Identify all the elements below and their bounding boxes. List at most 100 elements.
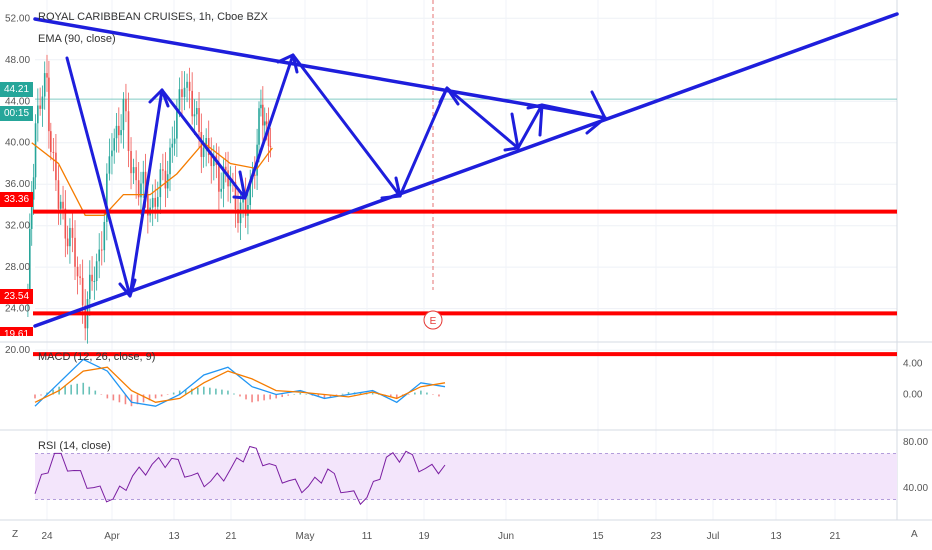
time-tick-label: 21 [225,531,237,542]
candle-body [111,150,113,157]
candle-body [269,145,272,147]
event-marker[interactable]: E [423,310,443,330]
macd-histogram-bar [269,394,271,400]
candle-body [62,201,64,209]
macd-histogram-bar [112,394,115,401]
macd-histogram-bar [82,382,85,395]
macd-histogram-bar [100,394,103,395]
candle-body [64,208,67,239]
macd-histogram-bar [94,390,97,395]
macd-histogram-bar [221,389,223,395]
candle-body [171,143,174,148]
candle-body [218,164,220,192]
candle-body [118,125,120,136]
candle-body [154,197,157,207]
time-tick-label: 21 [829,531,841,542]
symbol-title[interactable]: ROYAL CARIBBEAN CRUISES, 1h, Cboe BZX [38,11,268,23]
candle-body [267,124,270,146]
candle-body [258,108,260,145]
candle-body [34,123,37,178]
auto-scale-button[interactable]: A [911,529,918,540]
macd-legend[interactable]: MACD (12, 26, close, 9) [38,351,156,363]
macd-histogram-bar [34,394,36,399]
price-tick-label: 40.00 [5,138,30,149]
macd-histogram-bar [52,389,54,395]
candle-body [76,266,79,277]
wave-arrow-segment [243,53,295,200]
candle-body [205,138,207,148]
price-tick-label: 32.00 [5,221,30,232]
ema-line-group [31,141,273,216]
ema-line [31,141,273,216]
ema-legend[interactable]: EMA (90, close) [38,33,116,45]
macd-histogram-bar [341,393,344,395]
wave-arrow-segment [516,103,544,150]
rsi-tick-label: 80.00 [903,437,928,448]
level-tag-middle: 23.54 [0,289,33,304]
rsi-pane [34,445,897,506]
level-tag-lower: 19.61 [0,327,33,336]
rsi-band [35,453,897,500]
macd-histogram-bar [389,394,392,398]
arrow-head [276,53,299,74]
candle-body [193,114,196,117]
macd-histogram-bar [142,394,145,403]
candle-body [169,147,171,175]
candle-body [188,81,191,91]
time-axis[interactable]: 24 Apr 13 21 May 11 19 Jun 15 23 Jul 13 21 [41,531,841,542]
macd-histogram-bar [227,390,229,395]
macd-histogram-bar [209,387,211,395]
macd-histogram-bar [215,388,217,395]
candle-body [135,167,137,181]
timezone-button[interactable]: Z [12,529,19,540]
candle-body [229,180,232,187]
candle-body [37,105,39,124]
macd-histogram-bar [124,394,127,405]
macd-histogram-bar [438,394,440,397]
price-axis[interactable]: 52.00 48.00 44.00 40.00 36.00 32.00 28.00 24.00… [5,13,928,494]
candle-body [93,281,96,283]
macd-histogram-bar [275,394,277,399]
earnings-event-icon [423,310,443,330]
macd-histogram-bar [426,392,428,395]
candle-body [265,121,268,125]
macd-histogram-bar [245,394,247,400]
time-tick-label: Jun [498,531,514,542]
candle-body [52,151,55,153]
last-price-tag: 44.21 [0,82,33,97]
time-tick-label: 11 [362,531,373,542]
candle-body [43,73,46,97]
wave-arrow-segment [65,56,132,298]
macd-histogram-bar [233,393,235,395]
candle-body [159,169,162,198]
candle-body [106,173,108,222]
macd-histogram-bar [281,394,284,398]
descending-trendline [33,17,607,120]
rsi-legend[interactable]: RSI (14, close) [38,440,111,452]
candle-body [127,111,130,152]
signal-line [34,366,446,403]
arrow-head [438,86,460,106]
macd-histogram-bar [239,394,241,397]
candle-body [115,125,118,139]
time-tick-label: Jul [707,531,720,542]
price-tick-label: 20.00 [5,345,30,356]
time-tick-label: 13 [770,531,782,542]
candle-body [178,89,181,111]
arrow-head [585,90,607,135]
candle-body [59,201,62,209]
candle-body [108,156,111,174]
candle-body [156,197,159,207]
macd-histogram-bar [70,384,72,395]
candle-body [151,197,154,208]
candle-body [57,180,60,209]
macd-histogram-bar [196,387,199,395]
arrow-head [118,278,137,298]
time-tick-label: May [296,531,315,542]
price-tick-label: 24.00 [5,304,30,315]
macd-histogram-bar [190,388,193,395]
macd-histogram-bar [148,394,151,401]
candle-body [254,174,256,176]
candle-body [84,305,86,329]
